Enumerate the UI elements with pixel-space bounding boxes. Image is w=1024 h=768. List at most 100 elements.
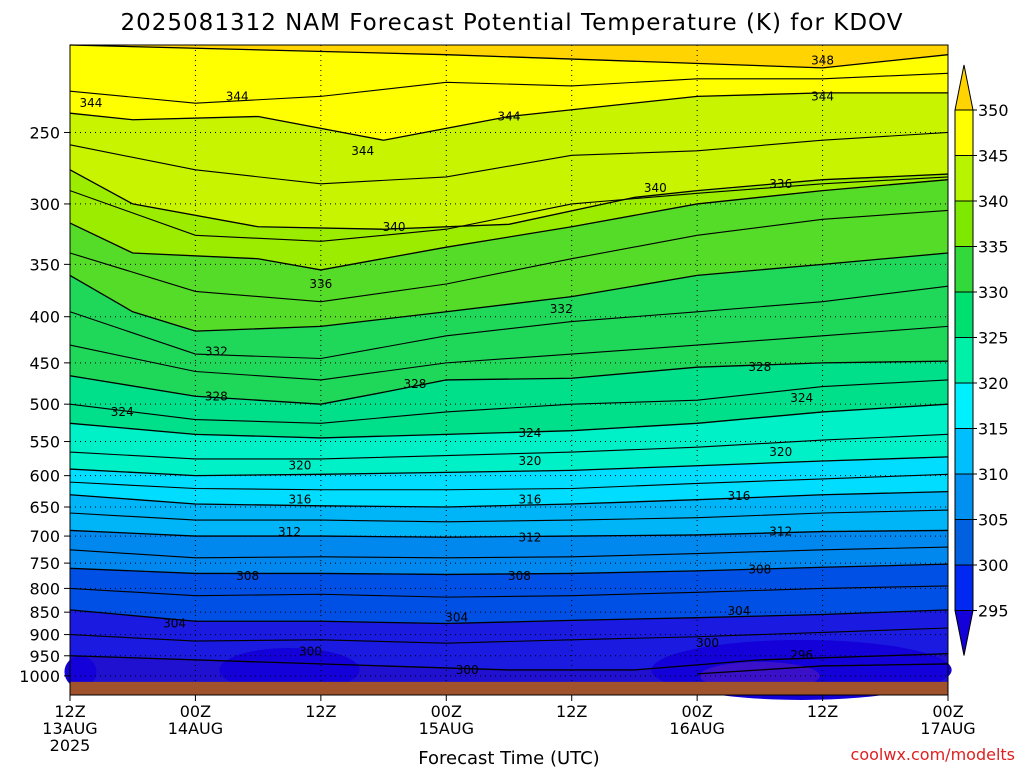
- contour-line-minor: [69, 433, 949, 460]
- colorbar-bottom-arrow: [954, 610, 974, 656]
- credit-text: coolwx.com/modelts: [851, 745, 1015, 764]
- contour-line-296: [697, 663, 949, 675]
- contour-label: 320: [769, 445, 792, 459]
- contour-label: 308: [236, 569, 259, 583]
- contour-line-minor: [69, 176, 949, 242]
- colorbar-label: 305: [978, 511, 1009, 530]
- x-tick-label: 00Z: [932, 702, 963, 721]
- y-tick-label: 1000: [19, 667, 60, 686]
- contour-label: 316: [288, 493, 311, 507]
- y-tick-label: 300: [29, 195, 60, 214]
- colorbar: 350 345 340 335 330 325 320 315 310 305 300 295: [954, 64, 1009, 656]
- contour-label: 344: [811, 89, 834, 103]
- contour-label: 300: [696, 636, 719, 650]
- contour-line-minor: [69, 509, 949, 523]
- plot-frame: [69, 44, 949, 696]
- x-tick-label: 13AUG: [42, 719, 97, 738]
- contour-label: 328: [403, 377, 426, 391]
- contour-label: 344: [351, 144, 374, 158]
- x-tick-label: 00Z: [180, 702, 211, 721]
- cold-pocket: [219, 647, 360, 692]
- x-tick-label: 12Z: [556, 702, 587, 721]
- contour-label: 312: [518, 531, 541, 545]
- colorbar-label: 315: [978, 420, 1009, 439]
- y-tick-label: 950: [29, 647, 60, 666]
- contour-label: 312: [278, 525, 301, 539]
- contour-label: 308: [508, 569, 531, 583]
- colorbar-label: 325: [978, 329, 1009, 348]
- contour-label: 304: [163, 617, 186, 631]
- colorbar-label: 350: [978, 101, 1009, 120]
- colorbar-segment: [954, 564, 974, 611]
- contour-line-minor: [69, 285, 949, 360]
- contour-label: 336: [769, 177, 792, 191]
- y-tick-label: 800: [29, 579, 60, 598]
- contour-line-minor: [69, 627, 949, 644]
- y-tick-label: 400: [29, 308, 60, 327]
- y-tick-label: 450: [29, 354, 60, 373]
- contour-label: 316: [727, 489, 750, 503]
- colorbar-label: 330: [978, 283, 1009, 302]
- ground-strip: [70, 681, 948, 695]
- y-tick-label: 850: [29, 603, 60, 622]
- contour-label: 320: [518, 454, 541, 468]
- x-tick-label: 15AUG: [419, 719, 474, 738]
- contour-line-332: [69, 252, 949, 332]
- contour-label: 304: [727, 604, 750, 618]
- contour-label: 340: [644, 181, 667, 195]
- colorbar-label: 340: [978, 192, 1009, 211]
- colorbar-label: 320: [978, 374, 1009, 393]
- colorbar-segment: [954, 519, 974, 566]
- y-tick-label: 900: [29, 626, 60, 645]
- contour-label: 304: [445, 611, 468, 625]
- contour-label: 296: [790, 648, 813, 662]
- contour-line-324: [69, 403, 949, 439]
- contour-line-minor: [69, 473, 949, 491]
- contour-label: 348: [811, 53, 834, 67]
- x-tick-label: 12Z: [807, 702, 838, 721]
- contour-label: 324: [790, 391, 813, 405]
- colorbar-segment: [954, 473, 974, 520]
- y-tick-label: 650: [29, 498, 60, 517]
- x-tick-label: 16AUG: [669, 719, 724, 738]
- chart-title: 2025081312 NAM Forecast Potential Temper…: [121, 10, 904, 36]
- colorbar-top-arrow: [954, 64, 974, 111]
- contour-label: 340: [383, 220, 406, 234]
- colorbar-label: 300: [978, 556, 1009, 575]
- y-tick-label: 750: [29, 554, 60, 573]
- colorbar-segment: [954, 291, 974, 338]
- colorbar-segment: [954, 337, 974, 384]
- contour-label: 344: [79, 96, 102, 110]
- plot-area: 348 344 344 344 344 344 340 340 336 336 332 332 328 3…: [64, 44, 952, 700]
- contour-line-316: [69, 490, 949, 508]
- contour-label: 328: [205, 389, 228, 403]
- y-tick-label: 600: [29, 467, 60, 486]
- colorbar-segment: [954, 109, 974, 156]
- contour-line-328: [69, 360, 949, 405]
- contour-line-minor: [69, 209, 949, 303]
- colorbar-label: 310: [978, 465, 1009, 484]
- y-tick-label: 550: [29, 433, 60, 452]
- contour-label: 320: [288, 459, 311, 473]
- contour-label: 324: [111, 405, 134, 419]
- colorbar-label: 295: [978, 602, 1009, 621]
- x-tick-label: 17AUG: [920, 719, 975, 738]
- contour-line-304: [69, 609, 949, 625]
- x-tick-label: 2025: [50, 736, 91, 755]
- cold-pocket: [64, 655, 97, 688]
- contour-label: 344: [498, 109, 521, 123]
- contour-line-320: [69, 456, 949, 477]
- colorbar-segment: [954, 382, 974, 429]
- colorbar-label: 335: [978, 238, 1009, 257]
- contour-line-minor: [69, 585, 949, 598]
- y-tick-label: 250: [29, 123, 60, 142]
- contour-label: 324: [518, 426, 541, 440]
- colorbar-segment: [954, 155, 974, 202]
- y-tick-label: 350: [29, 255, 60, 274]
- contour-line-312: [69, 529, 949, 538]
- y-tick-label: 500: [29, 395, 60, 414]
- x-tick-label: 14AUG: [168, 719, 223, 738]
- contour-line-minor: [69, 131, 949, 185]
